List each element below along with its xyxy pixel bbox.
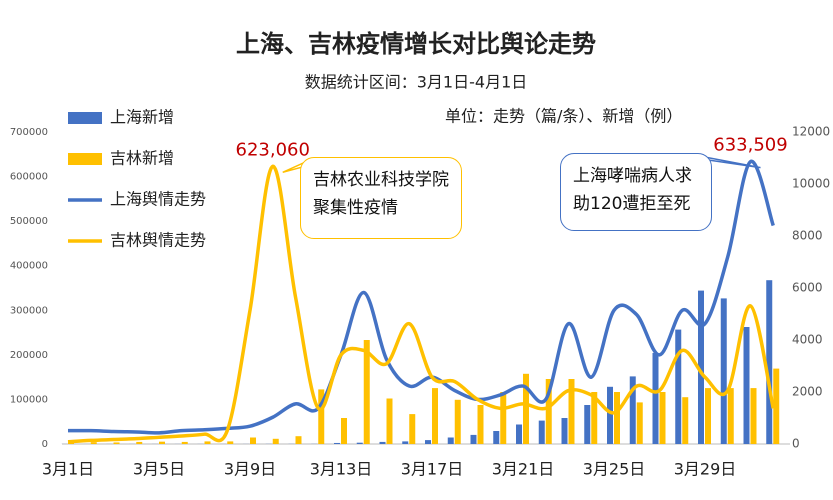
bar — [743, 327, 750, 444]
bar — [470, 434, 477, 444]
bar — [545, 379, 552, 444]
y2-tick-label: 12000 — [792, 125, 830, 139]
bar — [607, 386, 613, 444]
bar — [584, 405, 591, 444]
legend-label: 上海新增 — [110, 108, 174, 127]
bar — [675, 329, 682, 444]
bar — [363, 340, 370, 444]
callout: 吉林农业科技学院聚集性疫情 — [300, 157, 462, 239]
x-tick-label: 3月1日 — [42, 460, 94, 479]
chart-title: 上海、吉林疫情增长对比舆论走势 — [236, 30, 596, 58]
bar — [636, 402, 643, 444]
bar — [334, 442, 340, 444]
bar — [568, 379, 575, 444]
callout: 上海哮喘病人求助120遭拒至死 — [560, 153, 712, 231]
bar — [727, 388, 734, 444]
bar — [720, 298, 727, 444]
bar — [773, 368, 780, 444]
x-tick-label: 3月29日 — [674, 460, 737, 479]
bar — [614, 392, 620, 444]
bar — [538, 420, 545, 444]
bar — [766, 280, 773, 444]
bar — [68, 442, 74, 444]
value-label: 623,060 — [236, 139, 310, 160]
y-tick-label: 600000 — [10, 172, 48, 183]
y2-tick-label: 10000 — [792, 177, 830, 191]
bar — [136, 441, 143, 444]
bar — [113, 442, 120, 444]
y-tick-label: 0 — [42, 439, 48, 450]
bar — [447, 437, 454, 444]
bar — [386, 398, 393, 444]
bar — [698, 290, 704, 444]
x-tick-label: 3月13日 — [310, 460, 373, 479]
bar — [250, 437, 256, 444]
y2-tick-label: 6000 — [792, 281, 823, 295]
unit-note: 单位：走势（篇/条）、新增（例） — [445, 107, 682, 126]
bar — [181, 441, 188, 444]
y-tick-label: 400000 — [10, 261, 48, 272]
bar — [750, 388, 757, 444]
bar — [523, 373, 529, 444]
bar — [652, 353, 659, 444]
bar — [477, 405, 484, 444]
legend-label: 上海舆情走势 — [110, 190, 206, 209]
chart-subtitle: 数据统计区间：3月1日-4月1日 — [305, 73, 528, 92]
bar — [659, 392, 666, 444]
bar — [204, 441, 211, 444]
bar — [409, 414, 416, 444]
bar — [591, 392, 598, 444]
y-tick-label: 300000 — [10, 305, 48, 316]
bar — [425, 440, 431, 444]
bar — [295, 436, 302, 444]
x-tick-label: 3月21日 — [492, 460, 555, 479]
line — [67, 164, 775, 444]
bar — [629, 376, 636, 444]
bar — [90, 442, 97, 444]
legend-swatch — [68, 112, 102, 124]
bar — [318, 389, 325, 444]
x-tick-label: 3月17日 — [401, 460, 464, 479]
y-tick-label: 700000 — [10, 127, 48, 138]
x-tick-label: 3月5日 — [133, 460, 185, 479]
bar — [159, 441, 165, 444]
x-tick-label: 3月25日 — [583, 460, 646, 479]
legend-label: 吉林新增 — [110, 149, 174, 168]
bar — [705, 388, 711, 444]
bar — [432, 388, 438, 444]
bar — [272, 438, 279, 444]
bar — [493, 431, 500, 444]
y2-tick-label: 0 — [792, 437, 800, 451]
legend-label: 吉林舆情走势 — [110, 231, 206, 250]
y-tick-label: 500000 — [10, 216, 48, 227]
bar — [500, 392, 507, 444]
bar — [682, 397, 689, 444]
y2-tick-label: 8000 — [792, 229, 823, 243]
bar — [402, 441, 409, 444]
bar — [356, 442, 363, 444]
legend-swatch — [68, 153, 102, 165]
y2-tick-label: 2000 — [792, 385, 823, 399]
y-tick-label: 100000 — [10, 394, 48, 405]
bar — [561, 418, 568, 444]
bar — [379, 441, 386, 444]
y-tick-label: 200000 — [10, 350, 48, 361]
x-tick-label: 3月9日 — [224, 460, 276, 479]
bar — [516, 424, 522, 444]
value-label: 633,509 — [713, 135, 787, 156]
bar — [227, 441, 234, 444]
bar — [341, 418, 347, 444]
y2-tick-label: 4000 — [792, 333, 823, 347]
bar — [454, 399, 461, 444]
